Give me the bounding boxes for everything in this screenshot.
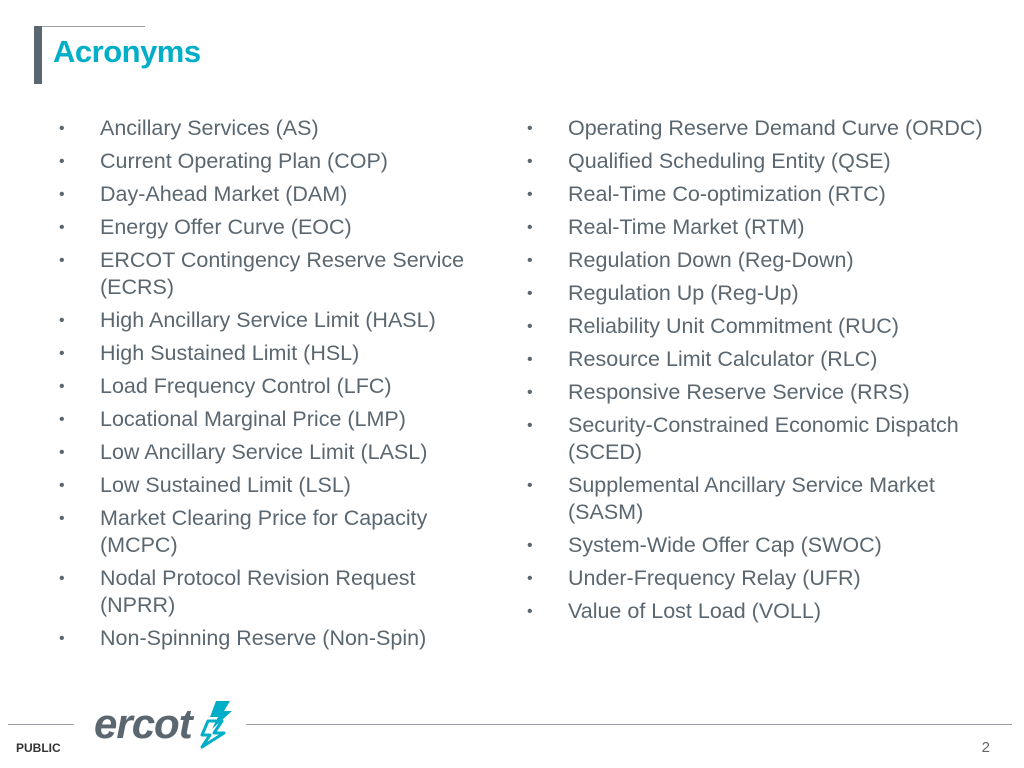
footer-rule-right	[246, 724, 1012, 725]
bullet-marker: •	[527, 417, 533, 434]
acronym-text: Value of Lost Load (VOLL)	[568, 599, 821, 623]
acronym-item: • Nodal Protocol Revision Request (NPRR)	[58, 565, 488, 619]
acronym-item: • Reliability Unit Commitment (RUC)	[526, 313, 996, 340]
bullet-marker: •	[59, 312, 65, 329]
acronym-text: System-Wide Offer Cap (SWOC)	[568, 533, 882, 557]
acronym-item: • Regulation Up (Reg-Up)	[526, 280, 996, 307]
bullet-marker: •	[59, 570, 65, 587]
acronym-text: Non-Spinning Reserve (Non-Spin)	[100, 626, 427, 650]
bullet-marker: •	[527, 603, 533, 620]
bullet-marker: •	[527, 252, 533, 269]
acronym-item: • Current Operating Plan (COP)	[58, 148, 488, 175]
acronym-item: • Value of Lost Load (VOLL)	[526, 598, 996, 625]
page-number: 2	[981, 739, 990, 756]
acronym-item: • Regulation Down (Reg-Down)	[526, 247, 996, 274]
bullet-marker: •	[527, 570, 533, 587]
bullet-marker: •	[59, 120, 65, 137]
acronym-item: • Real-Time Market (RTM)	[526, 214, 996, 241]
acronym-text: Regulation Down (Reg-Down)	[568, 248, 854, 272]
acronym-list-right: • Operating Reserve Demand Curve (ORDC) • Q…	[526, 115, 996, 631]
footer-rule-left	[8, 724, 74, 725]
acronym-text: Qualified Scheduling Entity (QSE)	[568, 149, 891, 173]
acronym-item: • Operating Reserve Demand Curve (ORDC)	[526, 115, 996, 142]
acronym-item: • Resource Limit Calculator (RLC)	[526, 346, 996, 373]
acronym-item: • Ancillary Services (AS)	[58, 115, 488, 142]
acronym-text: Ancillary Services (AS)	[100, 116, 319, 140]
acronym-text: Resource Limit Calculator (RLC)	[568, 347, 878, 371]
bullet-marker: •	[59, 411, 65, 428]
bullet-marker: •	[59, 477, 65, 494]
acronym-text: Responsive Reserve Service (RRS)	[568, 380, 910, 404]
acronym-text: Energy Offer Curve (EOC)	[100, 215, 352, 239]
title-accent-bar	[34, 26, 42, 84]
acronym-text: High Sustained Limit (HSL)	[100, 341, 360, 365]
bullet-marker: •	[527, 537, 533, 554]
acronym-item: • Low Sustained Limit (LSL)	[58, 472, 488, 499]
acronym-text: Regulation Up (Reg-Up)	[568, 281, 799, 305]
bullet-marker: •	[527, 318, 533, 335]
acronym-item: • Responsive Reserve Service (RRS)	[526, 379, 996, 406]
bullet-marker: •	[59, 219, 65, 236]
bullet-marker: •	[59, 345, 65, 362]
acronym-item: • Under-Frequency Relay (UFR)	[526, 565, 996, 592]
bullet-marker: •	[59, 186, 65, 203]
acronym-text: ERCOT Contingency Reserve Service (ECRS)	[100, 248, 465, 299]
ercot-lightning-icon	[200, 701, 232, 749]
acronym-item: • Market Clearing Price for Capacity (MCP…	[58, 505, 488, 559]
bullet-marker: •	[527, 186, 533, 203]
acronym-item: • High Sustained Limit (HSL)	[58, 340, 488, 367]
acronym-text: High Ancillary Service Limit (HASL)	[100, 308, 436, 332]
bullet-marker: •	[527, 477, 533, 494]
acronym-text: Day-Ahead Market (DAM)	[100, 182, 348, 206]
bullet-marker: •	[59, 378, 65, 395]
acronym-text: Nodal Protocol Revision Request (NPRR)	[100, 566, 416, 617]
ercot-logo: ercot	[94, 696, 234, 752]
bullet-marker: •	[527, 120, 533, 137]
bullet-marker: •	[59, 510, 65, 527]
acronym-text: Reliability Unit Commitment (RUC)	[568, 314, 899, 338]
acronym-item: • Load Frequency Control (LFC)	[58, 373, 488, 400]
acronym-item: • System-Wide Offer Cap (SWOC)	[526, 532, 996, 559]
classification-label: PUBLIC	[16, 741, 61, 755]
acronym-text: Supplemental Ancillary Service Market (S…	[568, 473, 935, 524]
acronym-item: • Locational Marginal Price (LMP)	[58, 406, 488, 433]
acronym-text: Operating Reserve Demand Curve (ORDC)	[568, 116, 983, 140]
acronym-list-left: • Ancillary Services (AS) • Current Operati…	[58, 115, 488, 658]
acronym-text: Security-Constrained Economic Dispatch (…	[568, 413, 959, 464]
acronym-text: Low Sustained Limit (LSL)	[100, 473, 351, 497]
acronym-item: • Real-Time Co-optimization (RTC)	[526, 181, 996, 208]
acronym-item: • Non-Spinning Reserve (Non-Spin)	[58, 625, 488, 652]
bullet-marker: •	[527, 285, 533, 302]
bullet-marker: •	[527, 153, 533, 170]
acronym-item: • Energy Offer Curve (EOC)	[58, 214, 488, 241]
acronym-item: • Security-Constrained Economic Dispatch …	[526, 412, 996, 466]
acronym-text: Low Ancillary Service Limit (LASL)	[100, 440, 428, 464]
logo-text: ercot	[94, 700, 193, 747]
acronym-text: Under-Frequency Relay (UFR)	[568, 566, 861, 590]
bullet-marker: •	[59, 252, 65, 269]
acronym-item: • Low Ancillary Service Limit (LASL)	[58, 439, 488, 466]
acronym-text: Load Frequency Control (LFC)	[100, 374, 392, 398]
bullet-marker: •	[527, 384, 533, 401]
acronym-item: • Supplemental Ancillary Service Market (…	[526, 472, 996, 526]
bullet-marker: •	[527, 351, 533, 368]
bullet-marker: •	[527, 219, 533, 236]
bullet-marker: •	[59, 630, 65, 647]
acronym-text: Real-Time Co-optimization (RTC)	[568, 182, 886, 206]
bullet-marker: •	[59, 153, 65, 170]
acronym-text: Market Clearing Price for Capacity (MCPC…	[100, 506, 428, 557]
top-rule	[35, 26, 145, 27]
bullet-marker: •	[59, 444, 65, 461]
acronym-item: • ERCOT Contingency Reserve Service (ECRS…	[58, 247, 488, 301]
acronym-text: Real-Time Market (RTM)	[568, 215, 805, 239]
acronym-item: • Day-Ahead Market (DAM)	[58, 181, 488, 208]
acronym-item: • Qualified Scheduling Entity (QSE)	[526, 148, 996, 175]
acronym-text: Current Operating Plan (COP)	[100, 149, 388, 173]
acronym-item: • High Ancillary Service Limit (HASL)	[58, 307, 488, 334]
acronym-text: Locational Marginal Price (LMP)	[100, 407, 406, 431]
slide-title: Acronyms	[53, 34, 201, 69]
